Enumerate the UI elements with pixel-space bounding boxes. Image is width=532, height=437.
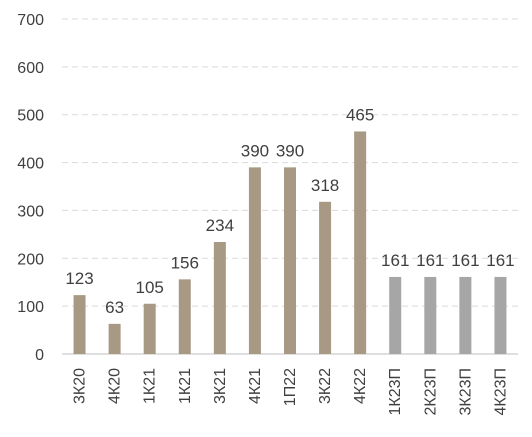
data-label: 156	[171, 253, 199, 272]
category-label: 1К21	[177, 368, 194, 404]
data-label: 63	[105, 298, 124, 317]
data-label: 161	[416, 251, 444, 270]
y-tick-label: 200	[17, 251, 44, 268]
bar	[354, 131, 367, 354]
category-label: 1К23П	[387, 368, 404, 416]
category-label: 3К22	[317, 368, 334, 404]
bar	[459, 276, 472, 354]
data-label: 234	[206, 216, 234, 235]
bar	[213, 242, 226, 354]
category-label: 4К22	[352, 368, 369, 404]
category-label: 3К23П	[457, 368, 474, 416]
bar	[108, 323, 121, 354]
category-label: 4К21	[247, 368, 264, 404]
data-label: 161	[451, 251, 479, 270]
bar	[284, 167, 296, 354]
category-label: 1К21	[142, 368, 159, 404]
data-label: 390	[276, 141, 304, 160]
bar	[248, 167, 261, 354]
y-tick-label: 300	[17, 203, 44, 220]
bar	[494, 276, 507, 354]
category-label: 1П22	[282, 368, 299, 406]
bar	[73, 295, 86, 354]
category-label: 2К23П	[422, 368, 439, 416]
data-labels: 123 63 105 156 234 390 390 318 465 161 161 161 161	[65, 105, 514, 316]
bar	[389, 276, 402, 354]
data-label: 161	[486, 251, 514, 270]
y-tick-label: 600	[17, 60, 44, 77]
bar	[143, 303, 156, 354]
y-tick-label: 400	[17, 156, 44, 173]
y-tick-label: 0	[35, 347, 44, 364]
bar	[319, 201, 332, 354]
gridlines	[62, 18, 518, 355]
y-tick-label: 500	[17, 108, 44, 125]
bar	[424, 276, 437, 354]
bar	[178, 279, 191, 354]
category-label: 4К20	[107, 368, 124, 404]
data-label: 105	[136, 278, 164, 297]
category-label: 4К23П	[492, 368, 509, 416]
category-label: 3К20	[72, 368, 89, 404]
category-label: 3К21	[212, 368, 229, 404]
data-label: 390	[241, 141, 269, 160]
y-axis-tick-labels: 0 100 200 300 400 500 600 700	[17, 12, 44, 364]
data-label: 465	[346, 105, 374, 124]
data-label: 318	[311, 176, 339, 195]
y-tick-label: 700	[17, 12, 44, 29]
y-tick-label: 100	[17, 299, 44, 316]
x-axis-category-labels: 3К20 4К20 1К21 1К21 3К21 4К21 1П22 3К22 4К22 1К23…	[72, 368, 510, 416]
data-label: 161	[381, 251, 409, 270]
bars	[73, 131, 507, 354]
data-label: 123	[65, 269, 93, 288]
